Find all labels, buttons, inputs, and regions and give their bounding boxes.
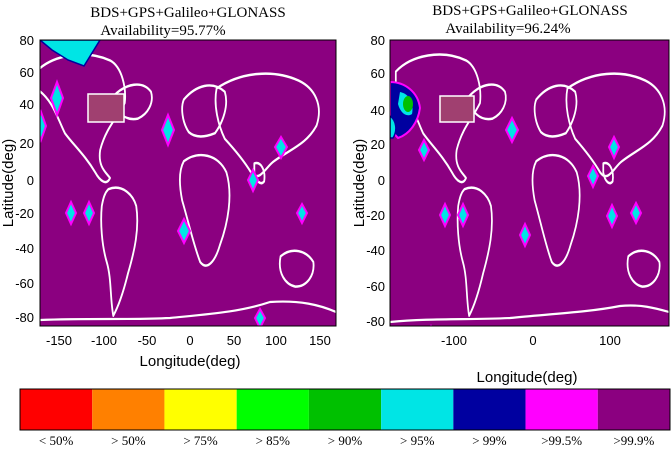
y-tick-label: 60: [20, 65, 34, 80]
x-tick-label: -150: [46, 333, 72, 348]
left-contour-diamond: [49, 79, 65, 119]
x-tick-label: 150: [309, 333, 331, 348]
left-x-ticks: -150 -100 -50 0 50 100 150: [46, 333, 331, 348]
x-tick-label: 50: [227, 333, 241, 348]
legend-swatch: [525, 389, 598, 430]
legend-label: >99.9%: [613, 433, 654, 448]
y-tick-label: 20: [371, 137, 385, 152]
left-usa-stipple: [87, 93, 125, 123]
legend-frame: [19, 388, 671, 431]
left-y-axis-label: Latitude(deg): [0, 139, 17, 227]
y-tick-label: 0: [27, 173, 34, 188]
left-contour-diamond: [253, 306, 267, 326]
y-tick-label: 80: [20, 33, 34, 48]
right-panel-title: BDS+GPS+Galileo+GLONASS: [432, 3, 627, 19]
right-antarctica-coast: [390, 304, 669, 324]
y-tick-label: -60: [366, 279, 385, 294]
y-tick-label: 20: [20, 136, 34, 151]
left-contour-diamond: [176, 216, 192, 246]
right-contour-diamond: [629, 200, 643, 226]
left-panel-availability: Availability=95.77%: [100, 23, 225, 39]
y-tick-label: 40: [20, 97, 34, 112]
legend-swatch: [20, 389, 93, 430]
legend-label: > 90%: [328, 433, 363, 448]
colorbar-legend: < 50% > 50% > 75% > 85% > 90% > 95% > 99% >99.5…: [19, 388, 671, 448]
legend-label: >99.5%: [541, 433, 582, 448]
legend-label: > 50%: [111, 433, 146, 448]
right-contour-diamond: [456, 201, 470, 229]
legend-swatch: [597, 389, 670, 430]
right-contour-diamond: [429, 324, 433, 326]
legend-swatch: [453, 389, 526, 430]
x-tick-label: -100: [91, 333, 117, 348]
legend-swatch: [236, 389, 309, 430]
right-contour-diamond: [586, 163, 600, 190]
x-tick-label: -50: [138, 333, 157, 348]
right-contour-diamond: [504, 115, 520, 145]
legend-label: > 99%: [472, 433, 507, 448]
left-contour-diamond: [246, 167, 260, 194]
y-tick-label: 40: [371, 103, 385, 118]
right-green-core: [403, 96, 413, 112]
left-contour-diamond: [82, 199, 96, 227]
right-usa-stipple: [439, 95, 475, 123]
left-contour-diamond: [295, 201, 309, 226]
left-map-background: [40, 40, 336, 326]
right-y-ticks: 80 60 40 20 0 -20 -40 -60 -80: [366, 33, 385, 329]
legend-label: > 75%: [183, 433, 218, 448]
y-tick-label: -20: [366, 208, 385, 223]
left-panel: BDS+GPS+Galileo+GLONASS Availability=95.…: [0, 5, 337, 370]
y-tick-label: 80: [371, 33, 385, 48]
right-x-ticks: -100 0 100: [441, 333, 621, 348]
right-contour-diamond: [605, 202, 619, 230]
legend-label: < 50%: [39, 433, 74, 448]
right-contour-diamond: [518, 221, 532, 249]
y-tick-label: -80: [15, 310, 34, 325]
left-panel-title: BDS+GPS+Galileo+GLONASS: [90, 5, 285, 21]
right-x-axis-label: Longitude(deg): [477, 369, 578, 386]
y-tick-label: -40: [366, 243, 385, 258]
right-west-contour-small: [390, 115, 397, 139]
left-y-ticks: 80 60 40 20 0 -20 -40 -60 -80: [15, 33, 34, 325]
left-antarctica-coast: [40, 300, 336, 322]
right-y-axis-label: Latitude(deg): [351, 139, 368, 227]
right-contour-diamond: [417, 137, 431, 163]
left-map-frame: [39, 39, 337, 327]
left-arctic-cyan-region: [40, 40, 101, 67]
legend-label: > 95%: [400, 433, 435, 448]
legend-swatch: [92, 389, 165, 430]
right-map-frame: [389, 39, 670, 327]
legend-swatch: [381, 389, 454, 430]
y-tick-label: 60: [371, 66, 385, 81]
right-contour-diamond: [607, 134, 621, 161]
left-contour-diamond: [160, 112, 176, 148]
x-tick-label: 0: [529, 333, 536, 348]
y-tick-label: -80: [366, 314, 385, 329]
left-contour-diamond: [64, 199, 78, 227]
x-tick-label: 100: [265, 333, 287, 348]
y-tick-label: -40: [15, 241, 34, 256]
legend-swatch: [164, 389, 237, 430]
y-tick-label: -60: [15, 276, 34, 291]
left-contour-diamond: [273, 135, 289, 161]
x-tick-label: 100: [599, 333, 621, 348]
y-tick-label: -20: [15, 206, 34, 221]
right-panel-availability: Availability=96.24%: [445, 21, 570, 37]
legend-swatch: [308, 389, 382, 430]
right-map-background: [390, 40, 669, 326]
x-tick-label: 0: [186, 333, 193, 348]
left-x-axis-label: Longitude(deg): [140, 353, 241, 370]
y-tick-label: 0: [378, 173, 385, 188]
legend-label: > 85%: [256, 433, 291, 448]
left-contour-diamond: [40, 109, 48, 143]
right-contour-diamond: [438, 201, 452, 229]
right-panel: BDS+GPS+Galileo+GLONASS Availability=96.…: [351, 3, 670, 386]
x-tick-label: -100: [441, 333, 467, 348]
